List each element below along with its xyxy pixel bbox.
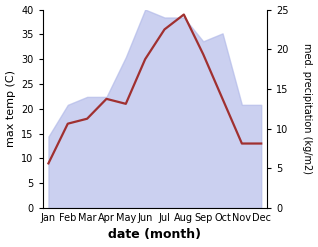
Y-axis label: max temp (C): max temp (C) — [5, 70, 16, 147]
Y-axis label: med. precipitation (kg/m2): med. precipitation (kg/m2) — [302, 43, 313, 174]
X-axis label: date (month): date (month) — [108, 228, 201, 242]
